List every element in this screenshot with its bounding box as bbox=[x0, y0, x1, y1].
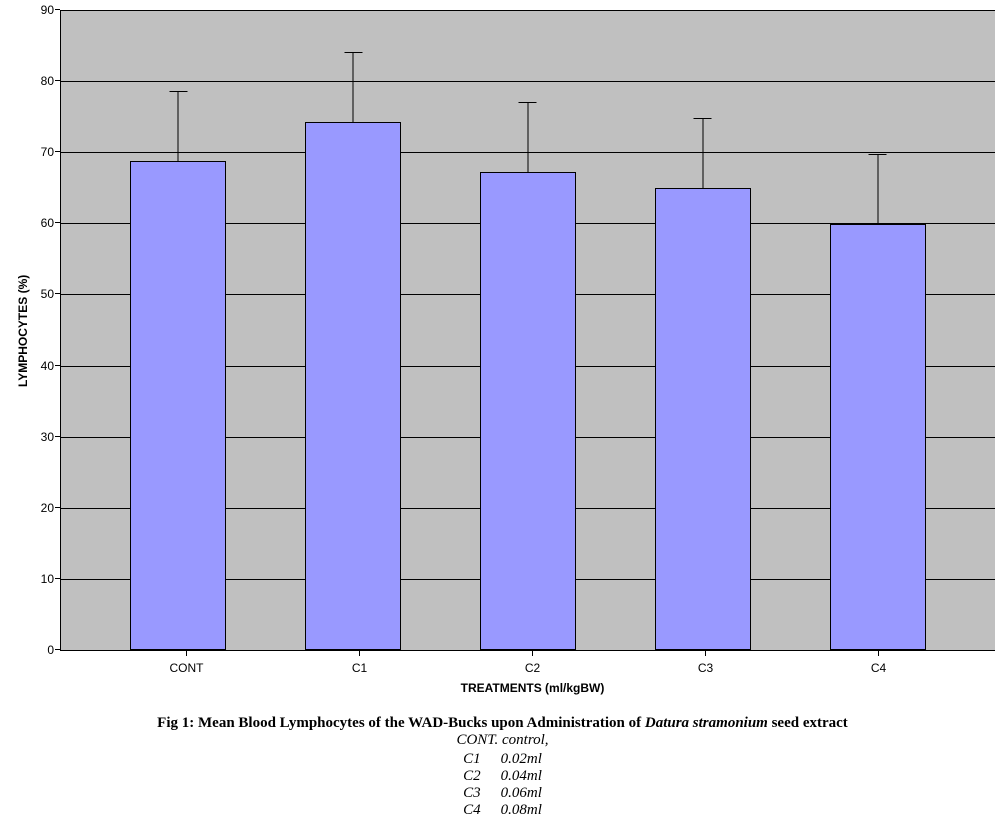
caption-italic: Datura stramonium bbox=[645, 715, 768, 731]
legend-code: C1 bbox=[453, 751, 491, 768]
y-tick-label: 0 bbox=[47, 643, 54, 657]
error-bar bbox=[527, 102, 528, 173]
bars-group bbox=[61, 10, 995, 650]
legend-dose: 0.08ml bbox=[491, 802, 552, 819]
x-tick-mark bbox=[359, 651, 360, 656]
y-tick-label: 30 bbox=[41, 430, 54, 444]
bar bbox=[655, 188, 751, 650]
bar-slot bbox=[266, 10, 441, 650]
caption-title: Fig 1: Mean Blood Lymphocytes of the WAD… bbox=[10, 715, 995, 732]
y-tick-label: 40 bbox=[41, 359, 54, 373]
caption-control-line: CONT. control, bbox=[10, 732, 995, 749]
y-tick-label: 20 bbox=[41, 501, 54, 515]
legend-dose: 0.04ml bbox=[491, 768, 552, 785]
error-bar bbox=[702, 118, 703, 189]
legend-dose: 0.02ml bbox=[491, 751, 552, 768]
caption-suffix: seed extract bbox=[768, 715, 848, 731]
y-tick-label: 50 bbox=[41, 287, 54, 301]
error-bar bbox=[353, 52, 354, 123]
x-tick-label: C1 bbox=[273, 661, 446, 675]
x-tick-label: CONT bbox=[100, 661, 273, 675]
caption-prefix: Fig 1: Mean Blood Lymphocytes of the WAD… bbox=[157, 715, 645, 731]
y-tick-label: 70 bbox=[41, 145, 54, 159]
legend-row: C40.08ml bbox=[453, 802, 552, 819]
bar-slot bbox=[91, 10, 266, 650]
x-tick-label: C4 bbox=[792, 661, 965, 675]
chart-container: LYMPHOCYTES (%) 0102030405060708090 CONT… bbox=[10, 10, 995, 819]
bar bbox=[130, 161, 226, 650]
y-tick-label: 60 bbox=[41, 216, 54, 230]
error-bar-cap bbox=[169, 91, 187, 92]
x-tick-mark bbox=[878, 651, 879, 656]
legend-code: C2 bbox=[453, 768, 491, 785]
bar bbox=[480, 172, 576, 650]
x-tick-marks bbox=[70, 651, 995, 657]
legend-code: C4 bbox=[453, 802, 491, 819]
bar-slot bbox=[615, 10, 790, 650]
legend-code: C3 bbox=[453, 785, 491, 802]
error-bar-cap bbox=[519, 102, 537, 103]
bar bbox=[830, 224, 926, 650]
y-tick-label: 90 bbox=[41, 3, 54, 17]
legend-dose: 0.06ml bbox=[491, 785, 552, 802]
legend-row: C30.06ml bbox=[453, 785, 552, 802]
y-axis-ticks: 0102030405060708090 bbox=[30, 10, 60, 650]
x-tick-label: C2 bbox=[446, 661, 619, 675]
plot-area bbox=[60, 10, 995, 651]
error-bar-cap bbox=[344, 52, 362, 53]
error-bar bbox=[178, 91, 179, 162]
y-tick-label: 10 bbox=[41, 572, 54, 586]
y-tick-label: 80 bbox=[41, 74, 54, 88]
bar bbox=[305, 122, 401, 650]
x-tick-mark bbox=[186, 651, 187, 656]
bar-slot bbox=[790, 10, 965, 650]
x-axis-title: TREATMENTS (ml/kgBW) bbox=[70, 681, 995, 695]
y-axis-title: LYMPHOCYTES (%) bbox=[10, 10, 30, 651]
figure-caption: Fig 1: Mean Blood Lymphocytes of the WAD… bbox=[10, 715, 995, 819]
x-tick-mark bbox=[705, 651, 706, 656]
x-tick-label: C3 bbox=[619, 661, 792, 675]
legend-row: C20.04ml bbox=[453, 768, 552, 785]
x-axis-labels: CONTC1C2C3C4 bbox=[70, 657, 995, 675]
caption-legend-table: C10.02mlC20.04mlC30.06mlC40.08ml bbox=[453, 751, 552, 819]
legend-row: C10.02ml bbox=[453, 751, 552, 768]
x-tick-mark bbox=[532, 651, 533, 656]
error-bar bbox=[877, 154, 878, 225]
bar-slot bbox=[441, 10, 616, 650]
error-bar-cap bbox=[694, 118, 712, 119]
error-bar-cap bbox=[869, 154, 887, 155]
